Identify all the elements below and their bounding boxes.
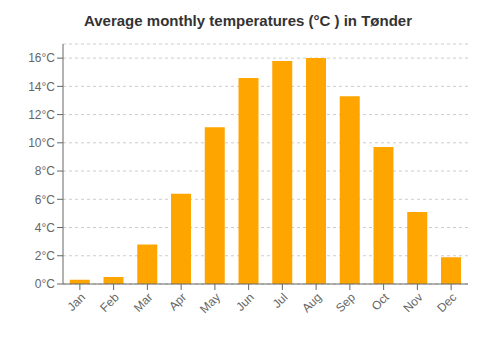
svg-text:6°C: 6°C	[35, 193, 55, 207]
svg-text:12°C: 12°C	[28, 108, 55, 122]
svg-text:2°C: 2°C	[35, 249, 55, 263]
svg-text:Mar: Mar	[131, 290, 156, 315]
svg-text:Oct: Oct	[369, 290, 393, 314]
svg-text:Sep: Sep	[333, 290, 358, 315]
svg-text:10°C: 10°C	[28, 136, 55, 150]
svg-text:4°C: 4°C	[35, 221, 55, 235]
svg-text:Feb: Feb	[97, 290, 122, 315]
svg-text:Jul: Jul	[270, 290, 291, 311]
html-text:Average monthly temperatures (: Average monthly temperatures (°C ) in Tø…	[84, 12, 412, 29]
svg-text:Apr: Apr	[166, 290, 189, 313]
svg-text:14°C: 14°C	[28, 80, 55, 94]
svg-text:Nov: Nov	[401, 290, 426, 315]
svg-text:0°C: 0°C	[35, 277, 55, 291]
svg-text:May: May	[197, 290, 223, 316]
svg-text:8°C: 8°C	[35, 164, 55, 178]
svg-text:Jun: Jun	[233, 290, 257, 314]
svg-text:Jan: Jan	[64, 290, 88, 314]
svg-text:Aug: Aug	[299, 290, 324, 315]
svg-text:16°C: 16°C	[28, 51, 55, 65]
svg-text:Dec: Dec	[434, 290, 459, 315]
